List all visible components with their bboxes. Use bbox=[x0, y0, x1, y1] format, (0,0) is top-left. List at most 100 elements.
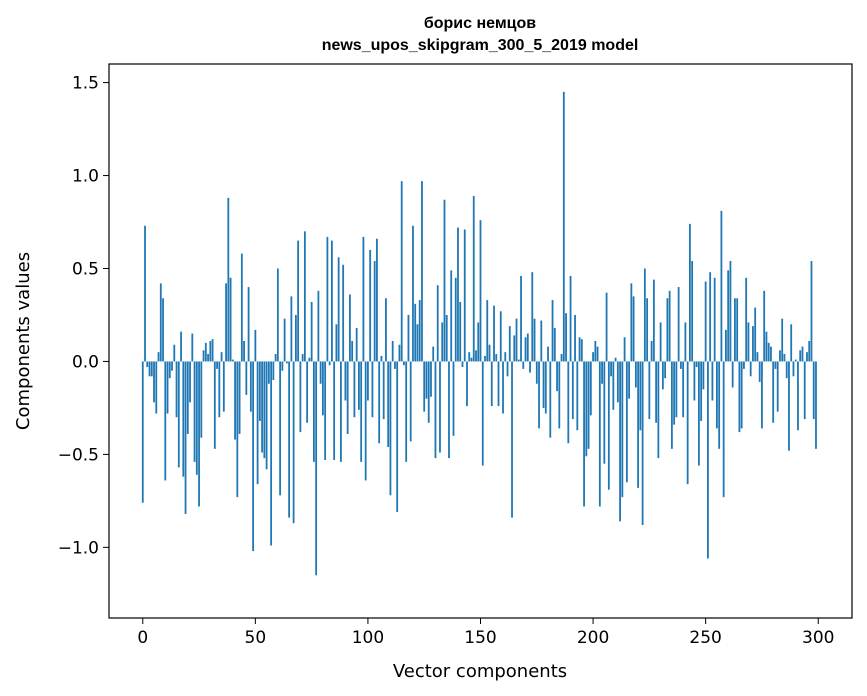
bar-295 bbox=[806, 352, 808, 362]
bar-243 bbox=[688, 223, 691, 362]
bar-169 bbox=[522, 361, 525, 369]
bar-12 bbox=[168, 361, 171, 379]
bar-112 bbox=[394, 361, 396, 369]
bar-28 bbox=[204, 342, 207, 362]
bar-296 bbox=[808, 341, 811, 362]
bar-133 bbox=[441, 322, 444, 362]
bar-15 bbox=[175, 361, 178, 418]
bar-278 bbox=[767, 342, 770, 362]
bar-297 bbox=[810, 261, 813, 362]
bar-22 bbox=[191, 333, 194, 362]
bar-260 bbox=[727, 270, 730, 362]
bar-233 bbox=[666, 298, 669, 362]
bar-244 bbox=[691, 261, 694, 362]
bar-222 bbox=[641, 361, 644, 526]
bar-197 bbox=[585, 361, 588, 457]
bar-279 bbox=[770, 346, 772, 362]
bar-201 bbox=[594, 341, 597, 362]
bar-60 bbox=[276, 268, 279, 362]
bar-174 bbox=[533, 318, 536, 362]
bar-43 bbox=[238, 361, 241, 434]
bar-37 bbox=[225, 283, 227, 362]
bar-285 bbox=[783, 354, 786, 362]
bar-281 bbox=[774, 361, 777, 369]
bar-195 bbox=[580, 339, 583, 362]
bar-107 bbox=[382, 361, 385, 420]
y-tick-label: 1.0 bbox=[72, 167, 99, 187]
bar-159 bbox=[499, 311, 502, 362]
bar-110 bbox=[389, 361, 392, 496]
bar-153 bbox=[486, 300, 489, 362]
bar-82 bbox=[326, 236, 329, 362]
y-tick-label: 0.5 bbox=[72, 259, 99, 279]
bar-165 bbox=[513, 335, 516, 362]
bar-23 bbox=[193, 361, 196, 462]
bar-120 bbox=[412, 225, 414, 362]
bar-271 bbox=[752, 326, 754, 362]
plot-frame bbox=[108, 63, 853, 619]
bar-176 bbox=[538, 361, 540, 429]
bar-193 bbox=[576, 361, 579, 431]
bar-183 bbox=[553, 327, 556, 362]
bar-117 bbox=[405, 361, 408, 462]
bar-251 bbox=[707, 361, 709, 559]
bar-6 bbox=[155, 361, 158, 414]
bar-259 bbox=[725, 329, 727, 362]
bar-91 bbox=[346, 361, 349, 434]
bar-0 bbox=[141, 361, 144, 503]
bar-184 bbox=[556, 361, 558, 392]
bar-179 bbox=[544, 361, 547, 414]
bar-106 bbox=[380, 355, 383, 362]
bar-62 bbox=[281, 361, 284, 371]
bar-39 bbox=[229, 277, 232, 362]
x-tick-label: 250 bbox=[689, 628, 721, 648]
bar-29 bbox=[207, 354, 209, 362]
bar-264 bbox=[736, 298, 739, 362]
bar-212 bbox=[619, 361, 621, 522]
bar-224 bbox=[646, 298, 649, 362]
bar-5 bbox=[153, 361, 155, 403]
bar-206 bbox=[605, 292, 608, 362]
bar-111 bbox=[391, 341, 394, 362]
bar-213 bbox=[621, 361, 624, 498]
bar-46 bbox=[245, 361, 248, 395]
bar-54 bbox=[263, 361, 266, 459]
bar-122 bbox=[416, 324, 419, 362]
bar-4 bbox=[150, 361, 153, 377]
bar-210 bbox=[614, 357, 617, 362]
bar-100 bbox=[367, 361, 369, 401]
bar-200 bbox=[592, 352, 594, 362]
bar-147 bbox=[472, 195, 475, 362]
bar-253 bbox=[711, 361, 714, 401]
bar-47 bbox=[247, 287, 250, 362]
bar-136 bbox=[448, 361, 450, 459]
bar-263 bbox=[734, 298, 736, 362]
bar-26 bbox=[200, 361, 203, 438]
bar-254 bbox=[713, 277, 716, 362]
bar-177 bbox=[540, 320, 543, 362]
bar-2 bbox=[146, 361, 149, 368]
bar-8 bbox=[159, 283, 162, 362]
bar-220 bbox=[637, 361, 640, 488]
bar-115 bbox=[400, 181, 403, 362]
bar-56 bbox=[267, 361, 270, 384]
bar-95 bbox=[355, 327, 358, 362]
bar-99 bbox=[364, 361, 367, 481]
bar-294 bbox=[803, 361, 806, 420]
bar-129 bbox=[432, 346, 435, 362]
bar-103 bbox=[373, 261, 376, 362]
bar-50 bbox=[254, 329, 257, 362]
bar-164 bbox=[511, 361, 513, 518]
bar-74 bbox=[308, 357, 311, 362]
bar-90 bbox=[344, 361, 347, 401]
bar-45 bbox=[243, 341, 245, 362]
bar-225 bbox=[648, 361, 651, 420]
bar-198 bbox=[587, 361, 590, 449]
bar-135 bbox=[445, 314, 448, 362]
bar-32 bbox=[213, 361, 216, 449]
bar-226 bbox=[650, 341, 653, 362]
bar-178 bbox=[542, 361, 545, 408]
bar-3 bbox=[148, 361, 151, 377]
bar-207 bbox=[607, 361, 610, 490]
y-axis-ticks: −1.0 −0.5 0.0 0.5 1.0 1.5 bbox=[58, 74, 109, 558]
